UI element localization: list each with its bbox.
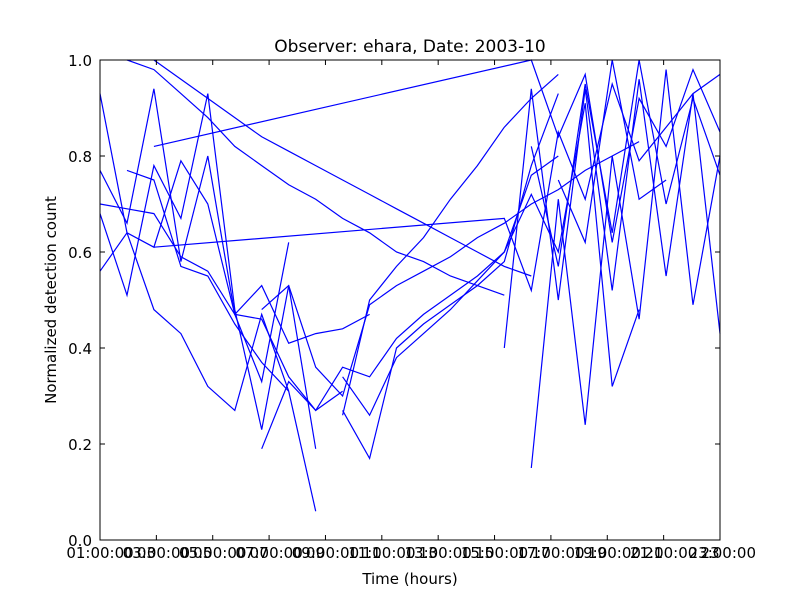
series-line-2 — [99, 203, 370, 344]
x-tick-label: 11:00:00 — [348, 544, 415, 562]
x-tick-overlap-label: 15 — [475, 544, 494, 562]
x-tick-label: 17:00:00 — [517, 544, 584, 562]
series-line-4 — [99, 231, 290, 412]
series-line-6 — [126, 169, 317, 512]
x-tick-label: 21:00:00 — [630, 544, 697, 562]
x-tick-overlap-label: 05 — [193, 544, 212, 562]
tick-label-layer: 0.0 0.2 0.4 0.6 0.8 1.0 01:00:0003:00:0005:00:… — [66, 52, 756, 562]
y-tick-label: 0.2 — [68, 436, 92, 454]
x-tick-overlap-label: 11 — [362, 544, 381, 562]
y-tick-label: 0.8 — [68, 148, 92, 166]
x-tick-label: 01:00:00 — [66, 544, 133, 562]
series-line-5 — [99, 93, 290, 384]
y-tick-label: 1.0 — [68, 52, 92, 70]
series-line-11 — [261, 103, 640, 450]
x-tick-label: 13:00:00 — [404, 544, 471, 562]
x-tick-overlap-label: 21 — [644, 544, 663, 562]
series-line-13 — [342, 93, 559, 461]
x-tick-overlap-label: 09 — [306, 544, 325, 562]
y-tick-label: 0.6 — [68, 244, 92, 262]
x-tick-overlap-label: 19 — [588, 544, 607, 562]
y-tick-label: 0.4 — [68, 340, 92, 358]
series-layer — [99, 59, 721, 512]
x-tick-overlap-label: 13 — [419, 544, 438, 562]
tick-layer — [99, 59, 721, 541]
series-line-12 — [261, 141, 640, 398]
plot-frame — [99, 59, 721, 541]
x-tick-label: 09:00:00 — [292, 544, 359, 562]
series-line-8 — [153, 59, 532, 277]
chart-title: Observer: ehara, Date: 2003-10 — [274, 37, 545, 57]
series-line-3 — [99, 93, 317, 449]
x-tick-overlap-label: 17 — [531, 544, 550, 562]
x-tick-overlap-label: 23 — [700, 544, 719, 562]
x-tick-label: 07:00:00 — [235, 544, 302, 562]
x-tick-label: 05:00:00 — [179, 544, 246, 562]
series-line-7 — [126, 59, 505, 296]
series-line-15 — [342, 73, 559, 416]
series-line-18 — [530, 59, 721, 267]
x-tick-label: 23:00:00 — [689, 544, 756, 562]
series-line-16 — [503, 79, 721, 349]
series-line-1 — [99, 88, 343, 412]
series-line-9 — [153, 59, 721, 243]
x-tick-label: 03:00:00 — [123, 544, 190, 562]
x-tick-label: 19:00:00 — [574, 544, 641, 562]
series-line-10 — [153, 73, 721, 293]
x-axis-label: Time (hours) — [361, 570, 457, 588]
y-axis-label: Normalized detection count — [42, 196, 60, 404]
x-tick-label: 15:00:00 — [461, 544, 528, 562]
x-tick-overlap-label: 03 — [137, 544, 156, 562]
y-tick-label: 0.0 — [68, 532, 92, 550]
series-line-14 — [342, 155, 559, 417]
x-tick-overlap-label: 07 — [250, 544, 269, 562]
